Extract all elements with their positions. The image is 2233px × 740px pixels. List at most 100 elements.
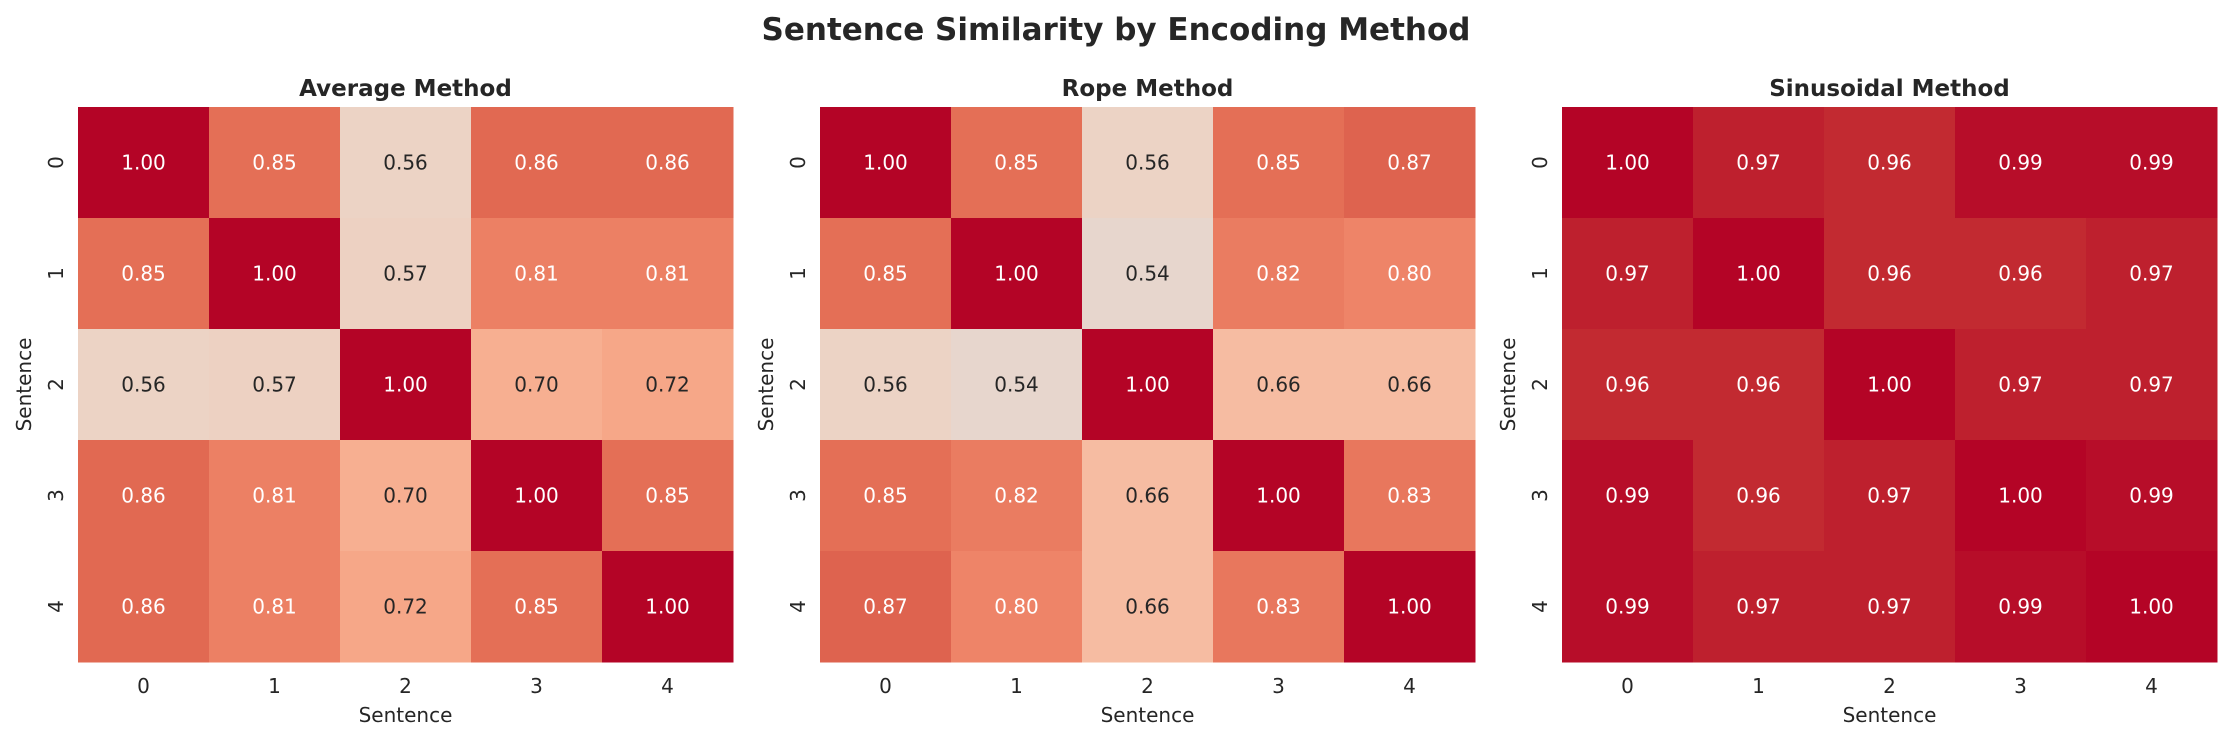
- heatmap-cell: [2086, 440, 2218, 552]
- cell-label: 1.00: [1605, 151, 1650, 175]
- y-tick-label: 4: [44, 600, 68, 613]
- cell-label: 0.99: [2129, 484, 2174, 508]
- cell-label: 1.00: [252, 262, 297, 286]
- cell-label: 0.96: [1605, 373, 1650, 397]
- cell-label: 0.85: [863, 484, 908, 508]
- heatmap-cell: [602, 329, 734, 441]
- y-tick-label: 1: [1528, 267, 1552, 280]
- cell-label: 0.66: [1256, 373, 1301, 397]
- heatmap-cell: [1693, 218, 1825, 330]
- heatmap-panel-0: Average Method 1.00 0.85 0.56 0.86 0.86 0.85 1.…: [12, 76, 734, 727]
- panel-title: Sinusoidal Method: [1769, 76, 2010, 102]
- y-tick-label: 3: [1528, 489, 1552, 502]
- heatmap-cell: [78, 551, 210, 663]
- x-tick-label: 0: [1621, 674, 1634, 698]
- cell-label: 0.81: [252, 595, 297, 619]
- y-tick-label: 2: [44, 378, 68, 391]
- heatmap-cell: [820, 440, 952, 552]
- heatmap-panel-1: Rope Method 1.00 0.85 0.56 0.85 0.87 0.85 1.00 0…: [754, 76, 1476, 727]
- y-tick-label: 2: [1528, 378, 1552, 391]
- cell-label: 0.83: [1387, 484, 1432, 508]
- heatmap-cell: [951, 329, 1083, 441]
- y-tick-label: 4: [1528, 600, 1552, 613]
- heatmap-cell: [1213, 440, 1345, 552]
- cell-label: 0.99: [1998, 151, 2043, 175]
- heatmap-cell: [1213, 218, 1345, 330]
- cell-label: 0.85: [994, 151, 1039, 175]
- heatmap-cell: [209, 329, 341, 441]
- heatmap-cell: [602, 107, 734, 219]
- heatmap-cell: [471, 551, 603, 663]
- x-tick-label: 2: [1883, 674, 1896, 698]
- cell-label: 1.00: [1998, 484, 2043, 508]
- heatmap-cell: [820, 551, 952, 663]
- cell-label: 0.80: [994, 595, 1039, 619]
- heatmap-cell: [78, 107, 210, 219]
- heatmap-cell: [1955, 329, 2087, 441]
- heatmap-cell: [1955, 440, 2087, 552]
- cell-label: 0.87: [863, 595, 908, 619]
- heatmap-cell: [1824, 440, 1956, 552]
- cell-label: 1.00: [1256, 484, 1301, 508]
- x-tick-label: 3: [1272, 674, 1285, 698]
- cell-label: 0.57: [252, 373, 297, 397]
- heatmap-cell: [471, 440, 603, 552]
- y-tick-label: 2: [786, 378, 810, 391]
- cell-label: 0.85: [514, 595, 559, 619]
- cell-label: 1.00: [2129, 595, 2174, 619]
- cell-label: 0.70: [514, 373, 559, 397]
- x-tick-label: 1: [1752, 674, 1765, 698]
- heatmap-cell: [1344, 440, 1476, 552]
- y-axis-label: Sentence: [12, 338, 36, 432]
- cell-label: 0.83: [1256, 595, 1301, 619]
- cell-label: 0.80: [1387, 262, 1432, 286]
- cell-label: 0.86: [121, 484, 166, 508]
- cell-label: 1.00: [383, 373, 428, 397]
- heatmap-cell: [951, 218, 1083, 330]
- y-axis-label: Sentence: [1496, 338, 1520, 432]
- heatmap-cell: [1344, 329, 1476, 441]
- heatmap-cell: [1693, 329, 1825, 441]
- y-tick-label: 0: [786, 156, 810, 169]
- heatmap-cell: [1082, 329, 1214, 441]
- heatmap-cell: [1824, 218, 1956, 330]
- cell-label: 0.87: [1387, 151, 1432, 175]
- cell-label: 0.99: [1998, 595, 2043, 619]
- heatmap-cell: [1562, 551, 1694, 663]
- heatmap-cell: [1562, 218, 1694, 330]
- cell-label: 0.54: [994, 373, 1039, 397]
- cell-label: 0.85: [1256, 151, 1301, 175]
- heatmap-cell: [340, 329, 472, 441]
- cell-label: 0.97: [1736, 151, 1781, 175]
- heatmap-cell: [1344, 551, 1476, 663]
- heatmap-cell: [820, 107, 952, 219]
- cell-label: 0.81: [645, 262, 690, 286]
- cell-label: 0.81: [252, 484, 297, 508]
- heatmap-cell: [1082, 107, 1214, 219]
- cell-label: 0.99: [2129, 151, 2174, 175]
- cell-label: 0.66: [1125, 484, 1170, 508]
- x-tick-label: 3: [530, 674, 543, 698]
- heatmap-cell: [340, 218, 472, 330]
- cell-label: 0.56: [1125, 151, 1170, 175]
- heatmap-cell: [340, 551, 472, 663]
- cell-label: 1.00: [1387, 595, 1432, 619]
- cell-label: 0.54: [1125, 262, 1170, 286]
- cell-label: 0.86: [514, 151, 559, 175]
- heatmap-cell: [951, 440, 1083, 552]
- cell-label: 0.86: [645, 151, 690, 175]
- heatmap-cell: [1955, 551, 2087, 663]
- cell-label: 0.72: [645, 373, 690, 397]
- cell-label: 0.97: [1867, 484, 1912, 508]
- cell-label: 0.85: [252, 151, 297, 175]
- heatmap-cell: [1344, 107, 1476, 219]
- heatmap-cell: [471, 218, 603, 330]
- heatmap-cell: [78, 440, 210, 552]
- heatmap-cell: [951, 551, 1083, 663]
- heatmap-cell: [951, 107, 1083, 219]
- cell-label: 0.97: [2129, 373, 2174, 397]
- heatmap-cell: [1955, 107, 2087, 219]
- panel-title: Average Method: [299, 76, 512, 102]
- cell-label: 0.99: [1605, 484, 1650, 508]
- x-tick-label: 2: [1141, 674, 1154, 698]
